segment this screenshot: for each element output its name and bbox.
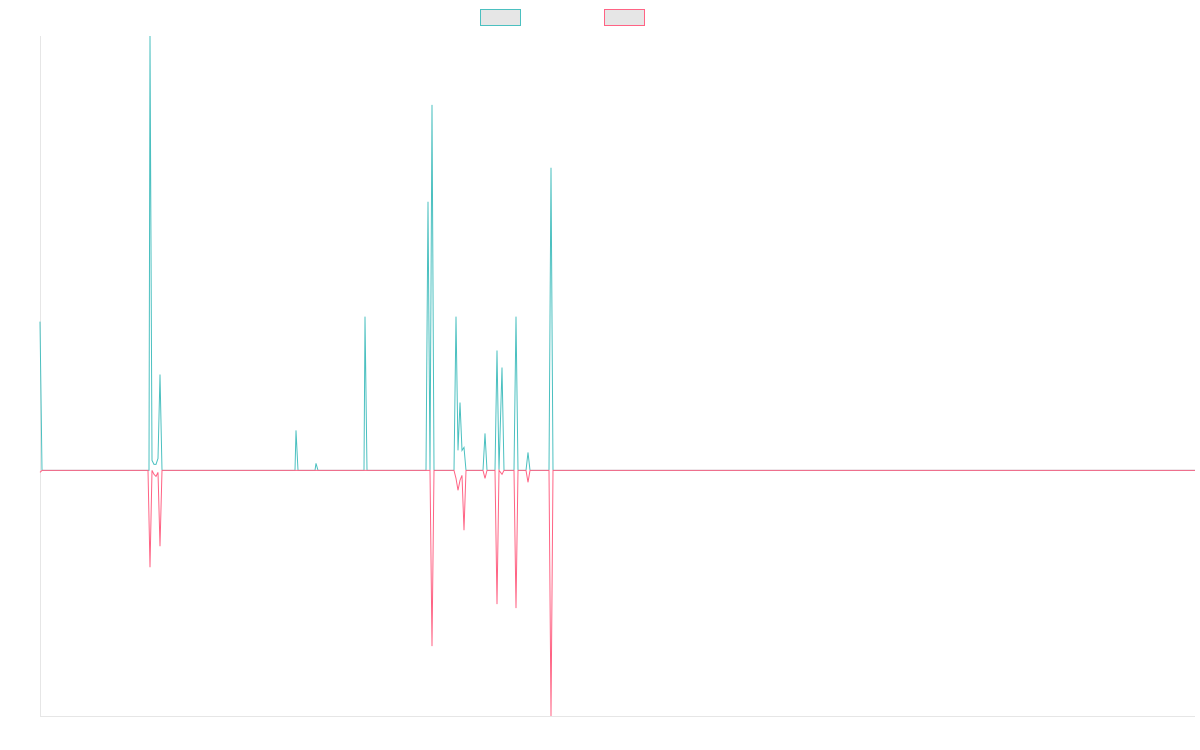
- legend-swatch-series-2[interactable]: [604, 9, 645, 26]
- series-layer: [39, 35, 1195, 717]
- legend: [480, 9, 645, 26]
- series-1-line: [39, 35, 1195, 471]
- series-2-line: [39, 468, 1195, 717]
- legend-swatch-series-1[interactable]: [480, 9, 521, 26]
- axes: [40, 36, 1195, 717]
